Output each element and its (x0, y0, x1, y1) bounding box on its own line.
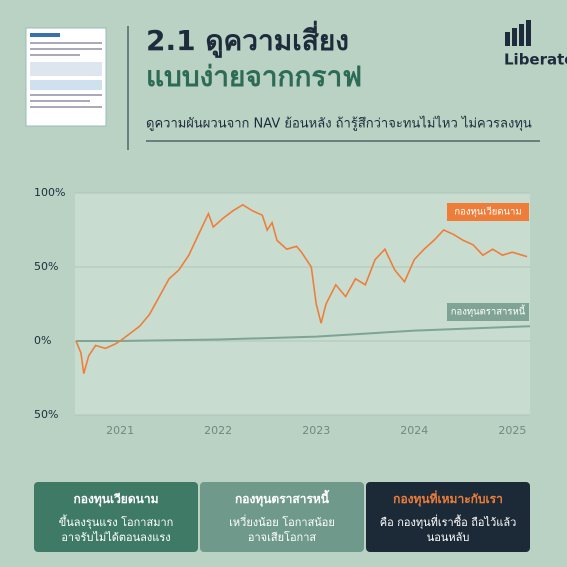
card-title: กองทุนตราสารหนี้ (234, 492, 330, 506)
card-text: อาจรับไม่ได้ตอนลงแรง (61, 531, 171, 544)
x-tick-label: 2023 (302, 424, 330, 437)
card-title: กองทุนที่เหมาะกับเรา (393, 492, 503, 506)
card-text: คือ กองทุนที่เราซื้อ ถือไว้แล้ว (379, 516, 517, 529)
legend-item: กองทุนเวียดนาม (447, 203, 529, 221)
legend-box (447, 303, 529, 321)
card-text: นอนหลับ (426, 531, 470, 544)
card-text: อาจเสียโอกาส (247, 531, 317, 544)
document-thumbnail (25, 27, 107, 127)
x-tick-label: 2024 (400, 424, 428, 437)
x-tick-label: 2022 (204, 424, 232, 437)
title: แบบง่ายจากกราฟ (146, 60, 362, 93)
y-tick-label: 50% (34, 408, 58, 421)
logo: Liberator (504, 51, 567, 69)
legend-item: กองทุนตราสารหนี้ (447, 303, 529, 321)
y-tick-label: 0% (34, 334, 51, 347)
title: 2.1 ดูความเสี่ยง (146, 20, 349, 58)
chart: 2.1 ดูความเสี่ยง แบบง่ายจากกราฟ ดูความผั… (25, 20, 567, 437)
line (76, 325, 531, 342)
card: กองทุนตราสารหนี้ เหวี่ยงน้อย โอกาสน้อยอา… (200, 482, 364, 552)
legend-box (447, 203, 529, 221)
logo-icon (505, 20, 531, 46)
legend-label: กองทุนเวียดนาม (454, 206, 521, 218)
line (75, 203, 528, 374)
card-title: กองทุนเวียดนาม (73, 492, 159, 506)
subtitle: ดูความผันผวนจาก NAV ย้อนหลัง ถ้ารู้สึกว่… (146, 116, 532, 132)
x-tick-label: 2021 (106, 424, 134, 437)
legend-label: กองทุนตราสารหนี้ (451, 305, 526, 318)
card-text: เหวี่ยงน้อย โอกาสน้อย (229, 516, 335, 529)
card: กองทุนเวียดนาม ขึ้นลงรุนแรง โอกาสมากอาจร… (34, 482, 198, 552)
card-text: ขึ้นลงรุนแรง โอกาสมาก (58, 516, 174, 529)
y-tick-label: 100% (34, 186, 65, 199)
x-tick-label: 2025 (498, 424, 526, 437)
y-tick-label: 50% (34, 260, 58, 273)
card: กองทุนที่เหมาะกับเรา คือ กองทุนที่เราซื้… (366, 482, 530, 552)
